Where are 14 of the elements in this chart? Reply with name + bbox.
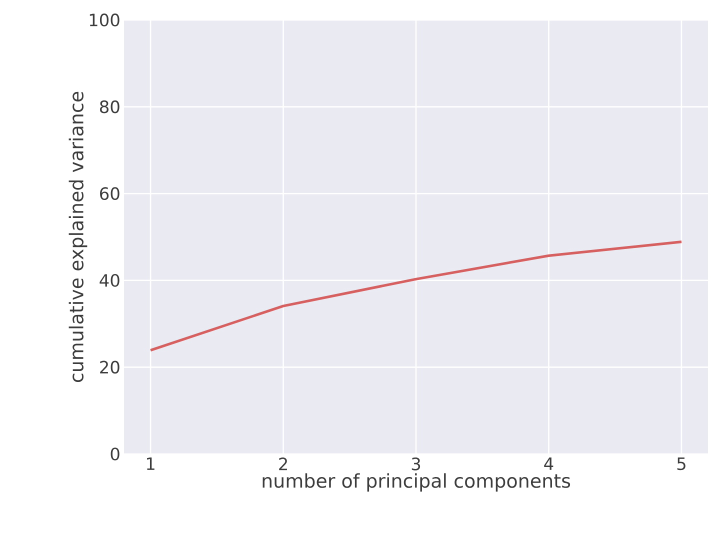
x-tick-label: 1 [147, 458, 154, 470]
x-tick-label: 4 [544, 458, 554, 470]
x-tick-label: 5 [677, 458, 686, 470]
y-tick-label: 0 [110, 448, 120, 460]
y-tick-label: 60 [100, 187, 120, 200]
y-tick-label: 20 [100, 360, 120, 374]
y-tick-label: 40 [100, 274, 120, 287]
y-tick-label: 100 [90, 14, 120, 26]
line-series [149, 240, 683, 352]
x-axis-title: number of principal components [262, 473, 570, 492]
y-axis-title: cumulative explained variance [68, 92, 88, 382]
y-tick-label: 80 [100, 100, 120, 114]
x-tick-label: 2 [279, 458, 287, 470]
x-tick-label: 3 [412, 458, 420, 470]
